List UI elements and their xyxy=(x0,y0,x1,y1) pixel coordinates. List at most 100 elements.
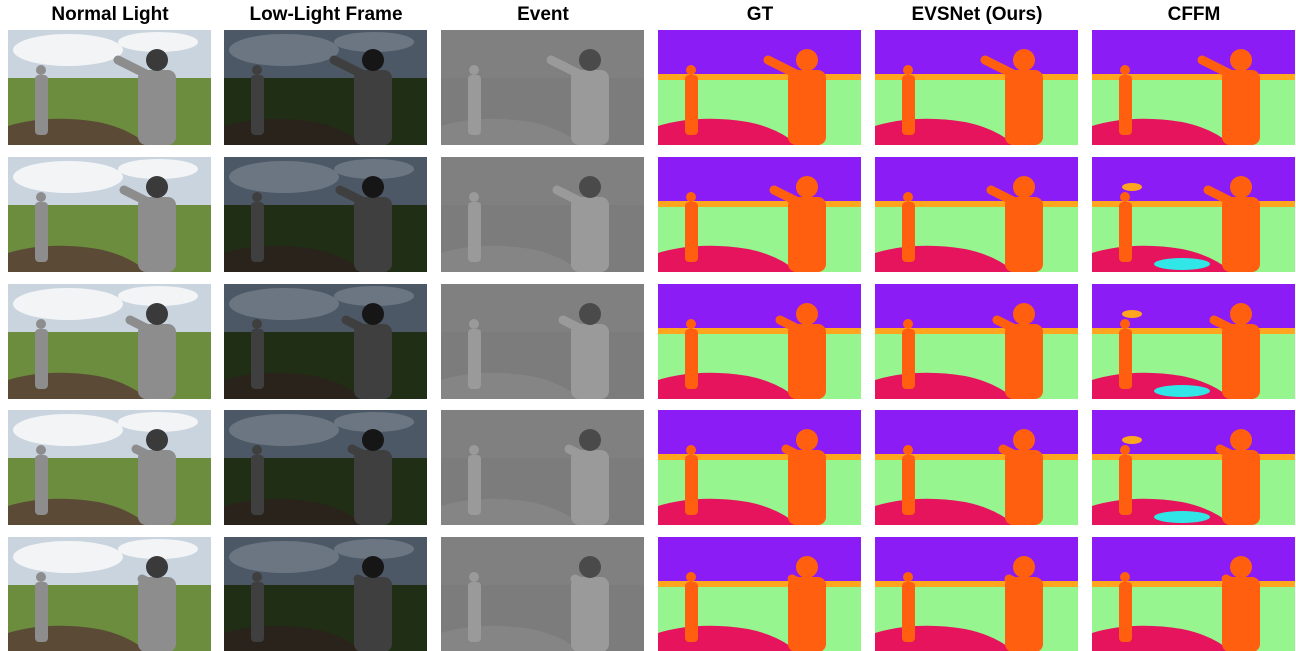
head xyxy=(1013,49,1035,71)
person xyxy=(354,197,392,272)
head xyxy=(362,176,384,198)
head xyxy=(796,303,818,325)
image-cell xyxy=(658,157,861,272)
error-region xyxy=(1122,436,1142,444)
head-far xyxy=(36,572,46,582)
person-far xyxy=(35,202,48,262)
person-far xyxy=(1119,455,1132,515)
cloud xyxy=(13,541,123,573)
head xyxy=(1230,49,1252,71)
head xyxy=(579,49,601,71)
person-far xyxy=(468,329,481,389)
person-far xyxy=(468,202,481,262)
person-far xyxy=(35,455,48,515)
image-cell xyxy=(1092,157,1295,272)
image-cell xyxy=(224,537,427,651)
head-far xyxy=(1120,319,1130,329)
head-far xyxy=(1120,192,1130,202)
person-far xyxy=(468,455,481,515)
head-far xyxy=(903,445,913,455)
person xyxy=(354,324,392,399)
head-far xyxy=(903,65,913,75)
person xyxy=(571,324,609,399)
head xyxy=(362,556,384,578)
head xyxy=(579,176,601,198)
cloud xyxy=(118,539,198,559)
head-far xyxy=(686,445,696,455)
person xyxy=(138,324,176,399)
cloud xyxy=(118,286,198,306)
head xyxy=(146,429,168,451)
person-far xyxy=(902,329,915,389)
image-cell xyxy=(1092,30,1295,145)
head-far xyxy=(469,445,479,455)
person xyxy=(138,577,176,651)
head xyxy=(146,556,168,578)
image-cell xyxy=(1092,410,1295,525)
image-cell xyxy=(441,30,644,145)
head xyxy=(1230,176,1252,198)
image-cell xyxy=(441,157,644,272)
head-far xyxy=(36,65,46,75)
image-cell xyxy=(8,157,211,272)
person xyxy=(138,450,176,525)
head-far xyxy=(686,192,696,202)
head-far xyxy=(252,65,262,75)
person-far xyxy=(251,582,264,642)
person-far xyxy=(902,202,915,262)
image-cell xyxy=(224,284,427,399)
head xyxy=(362,303,384,325)
figure: Normal Light Low-Light Frame Event GT EV… xyxy=(0,0,1296,651)
head-far xyxy=(903,319,913,329)
cloud xyxy=(13,414,123,446)
person xyxy=(571,577,609,651)
cloud xyxy=(118,412,198,432)
image-cell xyxy=(875,157,1078,272)
cloud xyxy=(118,32,198,52)
person xyxy=(1005,324,1043,399)
person xyxy=(1222,70,1260,145)
person-far xyxy=(468,75,481,135)
error-region xyxy=(1154,385,1210,397)
image-cell xyxy=(1092,284,1295,399)
head-far xyxy=(686,65,696,75)
head xyxy=(1013,429,1035,451)
head-far xyxy=(903,192,913,202)
person-far xyxy=(251,202,264,262)
image-cell xyxy=(658,537,861,651)
person xyxy=(354,70,392,145)
person-far xyxy=(251,75,264,135)
image-cell xyxy=(441,537,644,651)
person-far xyxy=(35,329,48,389)
head xyxy=(146,49,168,71)
image-cell xyxy=(441,284,644,399)
cloud xyxy=(334,539,414,559)
head xyxy=(146,176,168,198)
person xyxy=(1222,577,1260,651)
head-far xyxy=(686,319,696,329)
image-cell xyxy=(658,284,861,399)
person xyxy=(788,324,826,399)
person-far xyxy=(685,329,698,389)
image-cell xyxy=(658,30,861,145)
head-far xyxy=(252,192,262,202)
person-far xyxy=(251,455,264,515)
cloud xyxy=(334,159,414,179)
person-far xyxy=(685,455,698,515)
person-far xyxy=(685,202,698,262)
cloud xyxy=(229,161,339,193)
head-far xyxy=(1120,65,1130,75)
person xyxy=(1222,197,1260,272)
head xyxy=(579,556,601,578)
person-far xyxy=(902,455,915,515)
error-region xyxy=(1154,258,1210,270)
person xyxy=(138,197,176,272)
image-cell xyxy=(224,157,427,272)
image-cell xyxy=(8,410,211,525)
head xyxy=(1230,303,1252,325)
head xyxy=(1013,176,1035,198)
head-far xyxy=(1120,572,1130,582)
image-cell xyxy=(875,537,1078,651)
image-cell xyxy=(8,30,211,145)
image-cell xyxy=(8,284,211,399)
